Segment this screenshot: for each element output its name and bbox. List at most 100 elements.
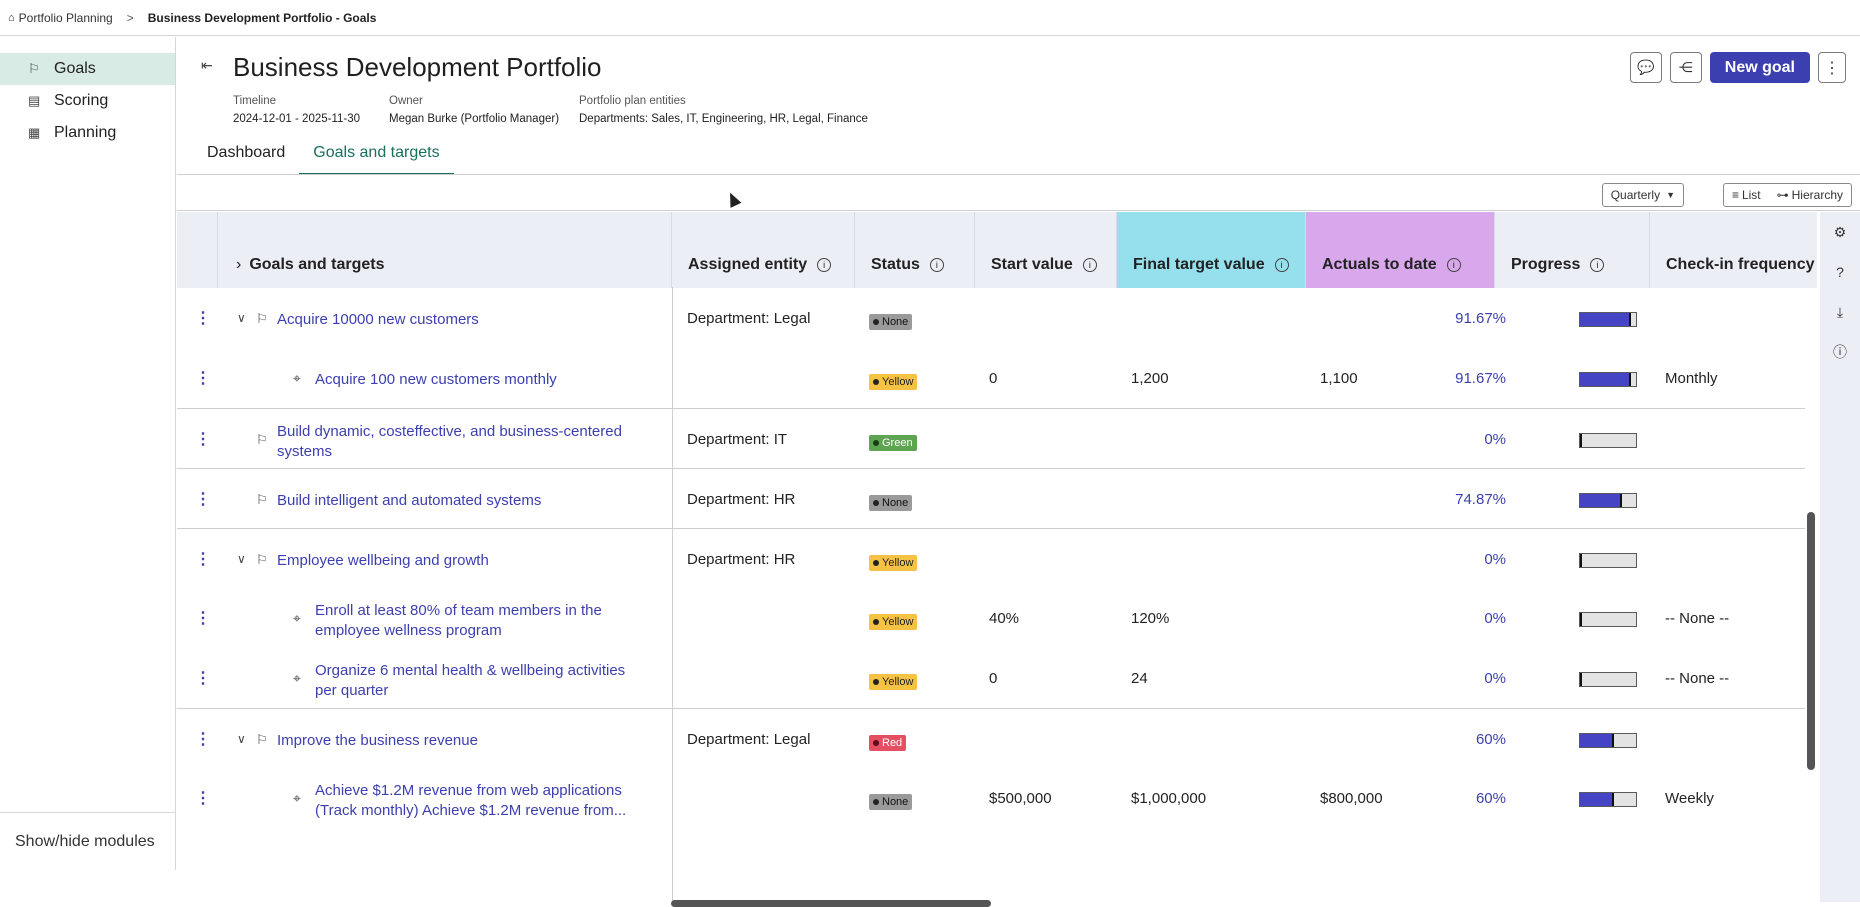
sidebar-item-goals[interactable]: ⚐ Goals [0,53,175,85]
row-menu-icon[interactable]: ⋮ [195,608,211,628]
chevron-down-icon[interactable]: ∨ [237,552,246,566]
status-badge: Red [869,733,906,751]
row-menu-icon[interactable]: ⋮ [195,729,211,749]
column-header-checkin[interactable]: Check-in frequency [1650,212,1817,288]
table-row[interactable]: ⋮⌖Enroll at least 80% of team members in… [177,588,1805,648]
goal-name-line2: systems [277,442,622,462]
column-header-actuals[interactable]: Actuals to date i [1306,212,1495,288]
more-options-icon[interactable]: ⋮ [1818,52,1846,83]
checkin-frequency: Monthly [1665,370,1718,387]
tab-goals-and-targets[interactable]: Goals and targets [299,143,453,175]
progress-bar [1579,493,1637,508]
row-menu-icon[interactable]: ⋮ [195,668,211,688]
status-badge: Yellow [869,672,917,690]
list-view-button[interactable]: ≡List [1724,184,1769,206]
goal-name-link[interactable]: Enroll at least 80% of team members in t… [315,601,602,641]
sidebar-item-label: Goals [54,60,96,78]
sidebar: ⚐ Goals ▤ Scoring ▦ Planning Show/hide m… [0,37,176,870]
column-header-label: Start value [991,256,1073,273]
info-icon[interactable]: i [1590,258,1604,272]
final-target-value: $1,000,000 [1131,790,1206,807]
goal-name-link[interactable]: Organize 6 mental health & wellbeing act… [315,661,625,701]
goal-name-line2: per quarter [315,681,625,701]
progress-percent: 0% [1436,551,1506,568]
column-header-entity[interactable]: Assigned entity i [672,212,855,288]
column-header-label: Actuals to date [1322,256,1437,273]
row-menu-icon[interactable]: ⋮ [195,368,211,388]
status-badge: Yellow [869,372,917,390]
goal-name-link[interactable]: Build dynamic, costeffective, and busine… [277,422,622,462]
sidebar-item-planning[interactable]: ▦ Planning [0,117,175,149]
show-hide-modules-button[interactable]: Show/hide modules [0,812,176,870]
main-content: ⇤ Business Development Portfolio Timelin… [177,37,1860,870]
tab-dashboard[interactable]: Dashboard [193,143,299,175]
help-icon[interactable]: ? [1820,252,1860,292]
chevron-down-icon[interactable]: ∨ [237,311,246,325]
share-icon[interactable]: ⋲ [1670,52,1702,83]
horizontal-scrollbar[interactable] [671,900,991,907]
info-icon[interactable]: i [817,258,831,272]
table-row[interactable]: ⋮ ⚐ Build intelligent and automated system… [177,468,1805,528]
info-icon[interactable]: ⓘ [1820,332,1860,372]
progress-percent: 60% [1436,731,1506,748]
table-row[interactable]: ⋮⚐Build dynamic, costeffective, and busi… [177,408,1805,468]
goal-name-link[interactable]: Achieve $1.2M revenue from web applicati… [315,781,626,821]
column-header-start[interactable]: Start value i [975,212,1117,288]
start-value: $500,000 [989,790,1052,807]
sidebar-item-scoring[interactable]: ▤ Scoring [0,85,175,117]
download-icon[interactable]: ⤓ [1820,292,1860,332]
chevron-down-icon[interactable]: ∨ [237,732,246,746]
settings-icon[interactable]: ⚙ [1820,212,1860,252]
hierarchy-view-label: Hierarchy [1792,188,1843,202]
column-header-label: Assigned entity [688,256,807,273]
goal-name-link[interactable]: Improve the business revenue [277,731,478,751]
row-menu-icon[interactable]: ⋮ [195,489,211,509]
row-menu-icon[interactable]: ⋮ [195,788,211,808]
table-row[interactable]: ⋮⌖Achieve $1.2M revenue from web applica… [177,768,1805,828]
timeline-label: Timeline [233,92,360,110]
chevron-right-icon[interactable]: › [236,256,241,273]
row-menu-icon[interactable]: ⋮ [195,549,211,569]
final-target-value: 1,200 [1131,370,1169,387]
actuals-value: $800,000 [1320,790,1383,807]
comment-icon[interactable]: 💬 [1630,52,1662,83]
status-label: None [882,796,908,808]
timeline-value: 2024-12-01 - 2025-11-30 [233,110,360,128]
grid-header-spacer [177,212,218,288]
column-header-goals[interactable]: ›Goals and targets [218,212,672,288]
table-row[interactable]: ⋮⌖Organize 6 mental health & wellbeing a… [177,648,1805,708]
info-icon[interactable]: i [1275,258,1289,272]
vertical-scrollbar[interactable] [1807,512,1815,770]
hierarchy-view-button[interactable]: ⊶Hierarchy [1769,184,1851,206]
status-label: Green [882,437,913,449]
progress-percent: 74.87% [1436,491,1506,508]
info-icon[interactable]: i [1083,258,1097,272]
goal-name-link[interactable]: Acquire 100 new customers monthly [315,370,557,390]
period-dropdown[interactable]: Quarterly ▼ [1602,183,1684,207]
progress-percent: 0% [1436,610,1506,627]
new-goal-button[interactable]: New goal [1710,52,1810,83]
info-icon[interactable]: i [930,258,944,272]
collapse-sidebar-icon[interactable]: ⇤ [201,57,213,74]
row-menu-icon[interactable]: ⋮ [195,429,211,449]
flag-icon: ⚐ [256,492,268,508]
goal-name-link[interactable]: Employee wellbeing and growth [277,551,489,571]
progress-bar [1579,672,1637,687]
status-label: Yellow [882,676,913,688]
goal-name-link[interactable]: Build intelligent and automated systems [277,491,541,511]
list-icon: ≡ [1732,188,1739,202]
scoring-icon: ▤ [28,93,44,109]
final-target-value: 24 [1131,670,1148,687]
breadcrumb-root-link[interactable]: Portfolio Planning [19,11,113,25]
status-badge: None [869,493,912,511]
goal-name-link[interactable]: Acquire 10000 new customers [277,310,479,330]
info-icon[interactable]: i [1447,258,1461,272]
row-menu-icon[interactable]: ⋮ [195,308,211,328]
